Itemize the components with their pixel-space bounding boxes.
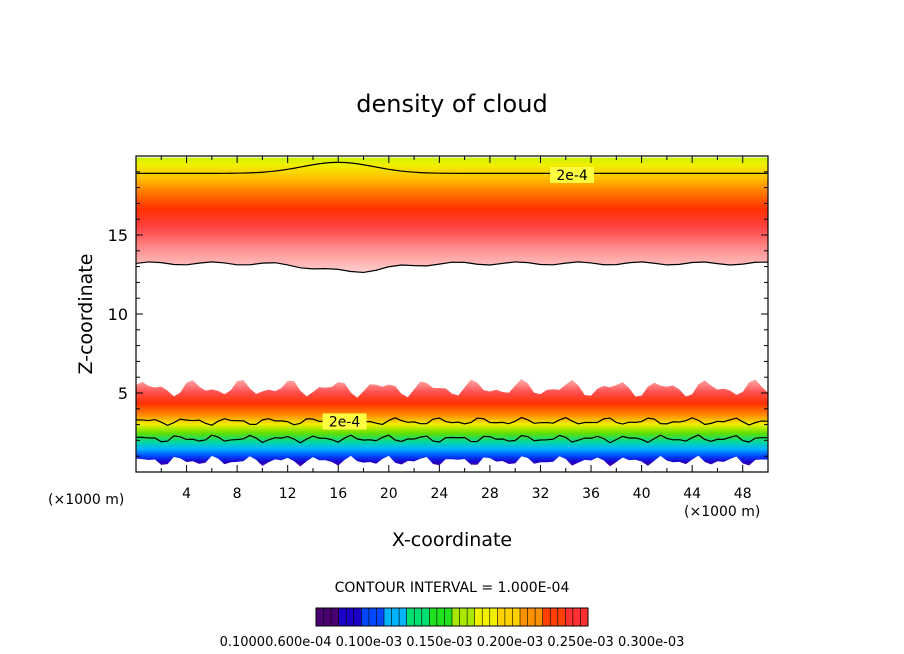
x-tick-label: 40 [633,486,651,502]
colorbar-swatch [452,608,476,626]
x-tick-label: 32 [532,486,550,502]
contour-line-lower-2 [136,434,768,444]
x-tick-label: 28 [481,486,499,502]
colorbar-swatch [429,608,453,626]
chart-title: density of cloud [356,90,547,118]
colorbar-swatch [542,608,566,626]
x-tick-label: 4 [182,486,191,502]
colorbar-swatch [474,608,498,626]
x-tick-label: 20 [380,486,398,502]
contour-line-lower [136,416,768,427]
x-tick-label: 48 [734,486,752,502]
colorbar-swatch [384,608,408,626]
colorbar-swatch [338,608,362,626]
x-tick-label: 24 [430,486,448,502]
colorbar [315,607,589,627]
contour-label: 2e-4 [556,168,588,184]
contour-label: 2e-4 [329,414,361,430]
x-tick-label: 36 [582,486,600,502]
contour-interval-text: CONTOUR INTERVAL = 1.000E-04 [335,580,570,596]
y-tick-label: 15 [108,226,128,245]
x-unit-right: (×1000 m) [684,504,760,520]
colorbar-swatch [361,608,385,626]
colorbar-frame [315,607,589,627]
colorbar-labels: 0.10000.600e-04 0.100e-03 0.150e-03 0.20… [220,635,685,650]
x-unit-left: (×1000 m) [48,492,124,508]
contour-line-upper-edge [136,261,768,274]
y-tick-label: 5 [118,384,128,403]
colorbar-swatch [497,608,521,626]
y-tick-label: 10 [108,305,128,324]
colorbar-swatch [316,608,340,626]
contour-label-bg [322,413,367,430]
plot-area: 2e-4 2e-4 [136,157,768,467]
colorbar-swatch [406,608,430,626]
x-tick-label: 44 [683,486,701,502]
x-axis-label: X-coordinate [392,529,512,551]
contour-line-upper [136,161,768,174]
x-tick-label: 16 [329,486,347,502]
x-tick-label: 12 [279,486,297,502]
x-tick-label: 8 [233,486,242,502]
colorbar-swatch [565,608,589,626]
colorbar-swatch [520,608,544,626]
upper-cloud-band [136,157,768,273]
y-axis-label: Z-coordinate [75,254,97,375]
contour-label-bg [550,166,595,183]
